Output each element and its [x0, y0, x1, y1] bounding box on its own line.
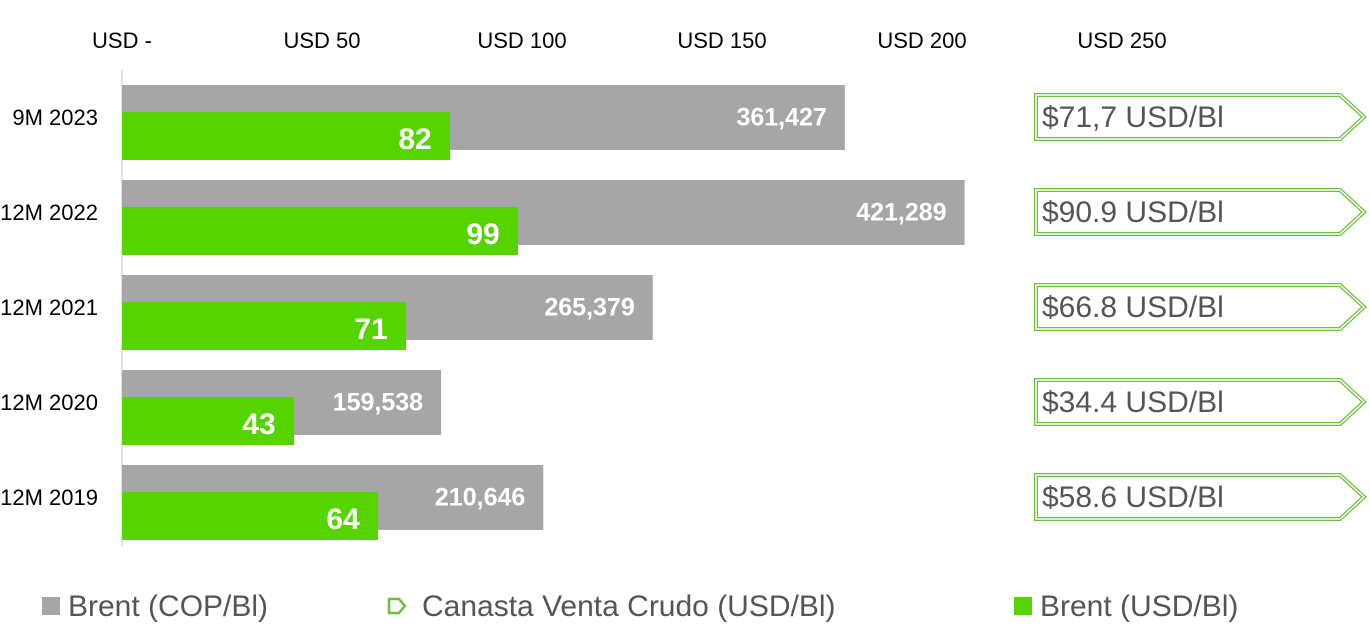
y-tick-label: 12M 2020 — [0, 390, 98, 415]
price-tag-inner — [1035, 284, 1366, 330]
y-tick-label: 12M 2021 — [0, 295, 98, 320]
price-tag-label: $58.6 USD/Bl — [1042, 481, 1224, 514]
price-tag-label: $34.4 USD/Bl — [1042, 386, 1224, 419]
price-tag-inner — [1035, 94, 1366, 140]
price-tag-inner — [1035, 189, 1366, 235]
bar-value-label: 71 — [354, 313, 387, 346]
y-tick-label: 12M 2022 — [0, 200, 98, 225]
bar-value-label: 64 — [326, 503, 360, 536]
legend-swatch — [387, 597, 407, 615]
x-tick-label: USD - — [92, 28, 152, 53]
y-tick-label: 12M 2019 — [0, 485, 98, 510]
bar-value-label: 421,289 — [856, 199, 946, 227]
legend-swatch — [42, 597, 60, 615]
y-tick-label: 9M 2023 — [12, 105, 98, 130]
bar — [122, 112, 450, 160]
legend-label: Canasta Venta Crudo (USD/Bl) — [422, 590, 836, 623]
bar — [122, 397, 294, 445]
bar-value-label: 159,538 — [333, 389, 423, 417]
x-tick-label: USD 100 — [477, 28, 566, 53]
price-tag-label: $90.9 USD/Bl — [1042, 196, 1224, 229]
legend-swatch — [1014, 597, 1032, 615]
x-tick-label: USD 200 — [877, 28, 966, 53]
legend-label: Brent (USD/Bl) — [1040, 590, 1238, 623]
x-tick-label: USD 50 — [283, 28, 360, 53]
bar-value-label: 265,379 — [544, 294, 634, 322]
bar — [122, 302, 406, 350]
bar-value-label: 361,427 — [736, 104, 826, 132]
x-tick-label: USD 150 — [677, 28, 766, 53]
price-tag-label: $71,7 USD/Bl — [1042, 101, 1224, 134]
bar — [122, 207, 518, 255]
price-tag-label: $66.8 USD/Bl — [1042, 291, 1224, 324]
legend-label: Brent (COP/Bl) — [68, 590, 268, 623]
price-tag-inner — [1035, 474, 1366, 520]
bar-value-label: 99 — [466, 218, 499, 251]
bar-value-label: 210,646 — [435, 484, 525, 512]
bar — [122, 492, 378, 540]
x-tick-label: USD 250 — [1077, 28, 1166, 53]
price-tag-inner — [1035, 379, 1366, 425]
bar-value-label: 43 — [242, 408, 275, 441]
bar-value-label: 82 — [398, 123, 431, 156]
